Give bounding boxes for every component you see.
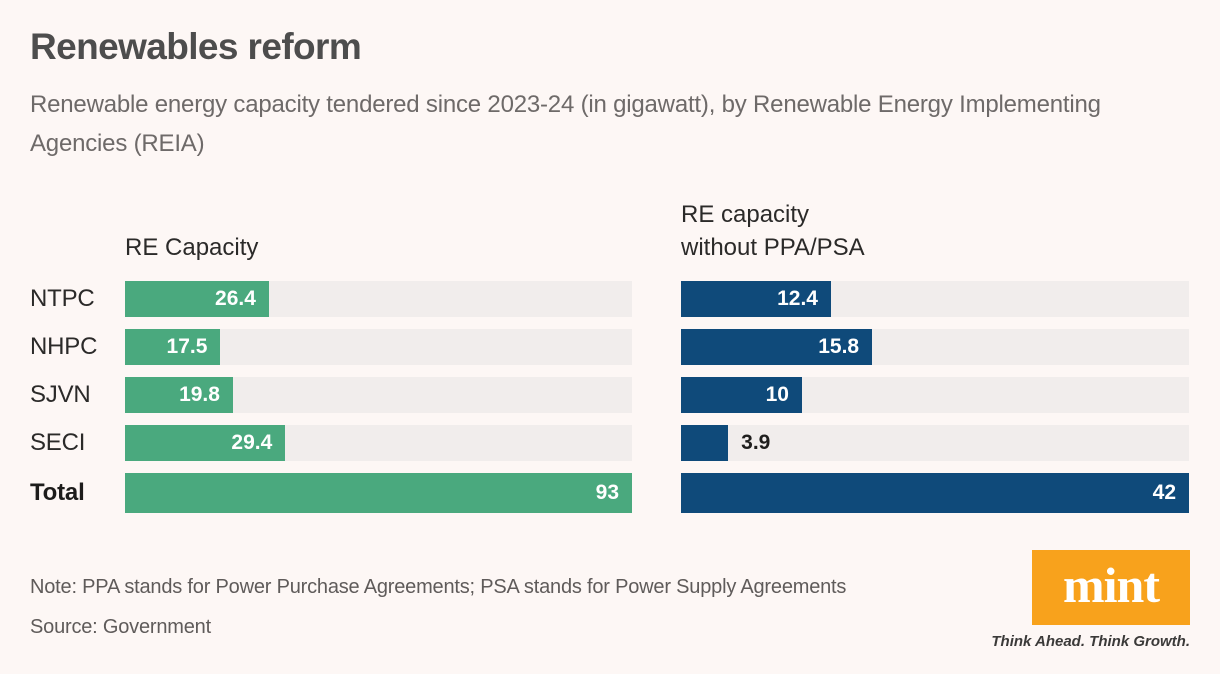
bar-track-re-capacity: 19.8 bbox=[125, 376, 632, 413]
bar-value: 42 bbox=[1152, 480, 1176, 504]
bar-value: 26.4 bbox=[215, 286, 256, 310]
bar-value: 12.4 bbox=[777, 286, 818, 310]
chart-note: Note: PPA stands for Power Purchase Agre… bbox=[30, 576, 847, 598]
bar-re-capacity: 29.4 bbox=[125, 424, 286, 461]
footer-notes: Note: PPA stands for Power Purchase Agre… bbox=[30, 550, 846, 650]
bar-re-capacity: 93 bbox=[125, 472, 632, 513]
right-column-header: RE capacity without PPA/PSA bbox=[681, 198, 1189, 265]
chart-row: NTPC 26.4 12.4 bbox=[30, 280, 1190, 317]
bar-value: 3.9 bbox=[741, 430, 771, 454]
right-column-header-line1: RE capacity bbox=[681, 200, 810, 228]
bar-value: 17.5 bbox=[166, 334, 208, 358]
row-label: NTPC bbox=[30, 284, 95, 312]
bar-track-re-capacity-without-ppa-psa: 10 bbox=[681, 376, 1189, 413]
bar-track-re-capacity: 93 bbox=[125, 472, 632, 513]
bar-track-re-capacity-without-ppa-psa: 12.4 bbox=[681, 280, 1189, 317]
bar-track-re-capacity-without-ppa-psa: 15.8 bbox=[681, 328, 1189, 365]
mint-logo: mint bbox=[1032, 550, 1190, 625]
bar-value: 29.4 bbox=[231, 430, 273, 454]
row-label: SJVN bbox=[30, 380, 91, 408]
bar-value: 93 bbox=[595, 480, 619, 504]
chart-row: NHPC 17.5 15.8 bbox=[30, 328, 1190, 365]
bar-re-capacity: 26.4 bbox=[125, 280, 269, 317]
bar-track-re-capacity: 26.4 bbox=[125, 280, 632, 317]
chart-subtitle: Renewable energy capacity tendered since… bbox=[30, 91, 1101, 157]
chart-row: SECI 29.4 3.9 bbox=[30, 424, 1190, 461]
bar-value: 15.8 bbox=[818, 334, 860, 358]
chart-source: Source: Government bbox=[30, 616, 211, 638]
row-label: SECI bbox=[30, 428, 86, 456]
chart-footer: Note: PPA stands for Power Purchase Agre… bbox=[30, 550, 1190, 650]
left-column-header: RE Capacity bbox=[125, 234, 259, 262]
bar-value: 10 bbox=[765, 382, 789, 406]
bar-track-re-capacity-without-ppa-psa: 42 bbox=[681, 472, 1189, 513]
bar-re-capacity-without-ppa-psa: 42 bbox=[681, 472, 1189, 513]
row-label: Total bbox=[30, 478, 85, 506]
bar-re-capacity: 19.8 bbox=[125, 376, 233, 413]
chart-rows: NTPC 26.4 12.4 NHPC 17.5 15.8 SJVN 19.8 10 SECI 29… bbox=[30, 280, 1190, 513]
chart-row: SJVN 19.8 10 bbox=[30, 376, 1190, 413]
bar-value: 19.8 bbox=[179, 382, 220, 406]
bar-track-re-capacity: 29.4 bbox=[125, 424, 632, 461]
right-column-header-line2: without PPA/PSA bbox=[681, 234, 865, 262]
bar-re-capacity-without-ppa-psa: 12.4 bbox=[681, 280, 831, 317]
bar-track-re-capacity: 17.5 bbox=[125, 328, 632, 365]
bar-re-capacity-without-ppa-psa: 15.8 bbox=[681, 328, 873, 365]
bar-re-capacity-without-ppa-psa bbox=[681, 424, 729, 461]
mint-logo-tagline: Think Ahead. Think Growth. bbox=[991, 633, 1190, 650]
chart-row: Total 93 42 bbox=[30, 472, 1190, 513]
bar-re-capacity: 17.5 bbox=[125, 328, 221, 365]
row-label: NHPC bbox=[30, 332, 98, 360]
bar-track-re-capacity-without-ppa-psa: 3.9 bbox=[681, 424, 1189, 461]
mint-logo-wordmark: mint bbox=[1063, 556, 1160, 613]
bar-re-capacity-without-ppa-psa: 10 bbox=[681, 376, 802, 413]
mint-logo-block: mint Think Ahead. Think Growth. bbox=[991, 550, 1190, 650]
page-title: Renewables reform bbox=[30, 26, 362, 67]
chart-column-headers: RE Capacity RE capacity without PPA/PSA bbox=[30, 198, 1190, 265]
